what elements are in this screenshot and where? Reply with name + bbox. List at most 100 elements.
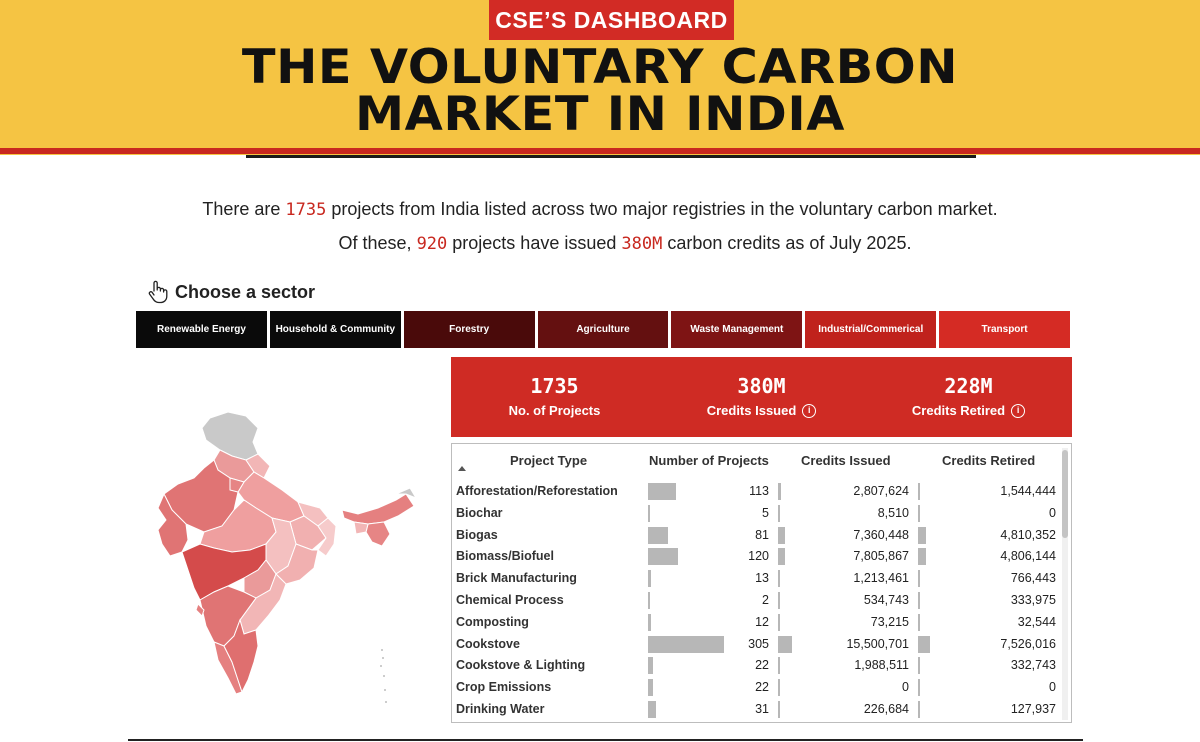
hand-pointer-icon — [148, 280, 168, 304]
credits-issued-cell: 7,360,448 — [853, 527, 909, 542]
column-header-project-type[interactable]: Project Type — [510, 453, 588, 468]
table-body: Afforestation/Reforestation 113 2,807,624 1… — [452, 481, 1071, 721]
intro-project-count: 1735 — [285, 200, 327, 220]
projects-bar — [648, 635, 724, 653]
sector-button-waste-management[interactable]: Waste Management — [671, 311, 803, 348]
project-type-cell: Brick Manufacturing — [456, 571, 577, 586]
intro-text: projects from India — [326, 199, 480, 219]
projects-bar — [648, 548, 678, 566]
table-scrollbar[interactable] — [1062, 448, 1068, 720]
header-divider — [0, 148, 1200, 154]
map-region[interactable] — [353, 521, 369, 535]
map-region[interactable] — [275, 543, 319, 585]
credits-retired-bar — [918, 613, 920, 631]
projects-bar — [648, 526, 668, 544]
sector-button-industrial-commercial[interactable]: Industrial/Commerical — [805, 311, 937, 348]
kpi-credits-issued: 380M Credits Issued i — [658, 357, 865, 437]
table-row[interactable]: Afforestation/Reforestation 113 2,807,624 1… — [452, 481, 1071, 503]
column-header-credits-retired[interactable]: Credits Retired — [942, 453, 1036, 468]
project-type-cell: Afforestation/Reforestation — [456, 484, 618, 498]
map-region[interactable] — [158, 492, 189, 557]
credits-retired-bar — [918, 504, 920, 522]
info-icon[interactable]: i — [802, 403, 817, 418]
scrollbar-thumb[interactable] — [1062, 450, 1068, 538]
sector-button-renewable-energy[interactable]: Renewable Energy — [136, 311, 267, 348]
column-header-number-of-projects[interactable]: Number of Projects — [649, 453, 769, 468]
projects-bar — [648, 613, 651, 631]
sector-button-forestry[interactable]: Forestry — [403, 311, 535, 348]
project-type-cell: Composting — [456, 614, 529, 629]
sector-button-label: Renewable Energy — [156, 324, 246, 335]
projects-bar — [648, 700, 656, 718]
sector-button-transport[interactable]: Transport — [939, 311, 1071, 348]
project-type-cell: Cookstove — [456, 636, 520, 651]
credits-retired-bar — [918, 591, 920, 609]
map-island — [384, 689, 386, 691]
table-row[interactable]: Cookstove 305 15,500,701 7,526,016 — [452, 634, 1071, 656]
projects-bar — [648, 570, 651, 588]
table-row[interactable]: Cookstove & Lighting 22 1,988,511 332,743 — [452, 655, 1071, 677]
kpi-value: 1735 — [530, 374, 579, 398]
table-row[interactable]: Drinking Water 31 226,684 127,937 — [452, 699, 1071, 721]
credits-issued-cell: 2,807,624 — [853, 484, 909, 498]
map-region[interactable] — [317, 517, 337, 557]
map-region[interactable] — [395, 487, 418, 500]
table-row[interactable]: Biochar 5 8,510 0 — [452, 503, 1071, 525]
intro-text: Of these, — [338, 233, 417, 253]
kpi-value: 228M — [944, 374, 993, 398]
table-row[interactable]: Biogas 81 7,360,448 4,810,352 — [452, 525, 1071, 547]
sector-button-agriculture[interactable]: Agriculture — [537, 311, 669, 348]
projects-cell: 31 — [755, 701, 769, 716]
kpi-label: Credits Issued — [706, 403, 797, 418]
table-row[interactable]: Composting 12 73,215 32,544 — [452, 612, 1071, 634]
map-region[interactable] — [195, 603, 205, 617]
info-icon[interactable]: i — [1011, 403, 1026, 418]
choose-sector-label: Choose a sector — [175, 281, 316, 302]
projects-cell: 305 — [748, 636, 769, 651]
credits-issued-bar — [778, 570, 780, 588]
credits-retired-cell: 127,937 — [1010, 701, 1056, 716]
column-header-credits-issued[interactable]: Credits Issued — [801, 453, 891, 468]
footer-divider — [128, 739, 1083, 741]
kpi-label-row: Credits Retired i — [865, 403, 1072, 418]
kpi-value: 380M — [737, 374, 786, 398]
credits-issued-cell: 8,510 — [877, 505, 909, 520]
credits-retired-bar — [918, 700, 920, 718]
projects-bar — [648, 657, 653, 675]
credits-issued-bar — [778, 635, 792, 653]
intro-credits-count: 380M — [621, 234, 663, 254]
sector-button-label: Forestry — [449, 324, 490, 335]
credits-issued-cell: 226,684 — [863, 701, 909, 716]
intro-issued-project-count: 920 — [416, 234, 448, 254]
credits-retired-cell: 766,443 — [1010, 571, 1056, 586]
sort-ascending-icon[interactable] — [458, 466, 466, 471]
intro-line-2: Of these, 920 projects have issued 380M … — [0, 233, 1200, 254]
projects-cell: 81 — [755, 527, 769, 542]
table-row[interactable]: Brick Manufacturing 13 1,213,461 766,443 — [452, 568, 1071, 590]
map-region[interactable] — [341, 493, 415, 525]
sector-selector: Renewable Energy Household & Community F… — [136, 311, 1071, 348]
credits-issued-bar — [778, 483, 781, 500]
kpi-label-row: No. of Projects — [451, 403, 658, 418]
project-type-table[interactable]: Project Type Number of Projects Credits … — [451, 443, 1072, 723]
intro-line-1: There are 1735 projects from India liste… — [0, 199, 1200, 220]
credits-issued-bar — [778, 613, 780, 631]
map-region[interactable] — [245, 453, 271, 479]
table-row[interactable]: Biomass/Biofuel 120 7,805,867 4,806,144 — [452, 546, 1071, 568]
sector-button-household-community[interactable]: Household & Community — [269, 311, 401, 348]
kpi-summary-bar: 1735 No. of Projects 380M Credits Issued… — [451, 357, 1072, 437]
projects-cell: 12 — [755, 614, 769, 629]
india-map[interactable] — [158, 410, 428, 710]
projects-cell: 113 — [749, 484, 769, 498]
table-row[interactable]: Crop Emissions 22 0 0 — [452, 677, 1071, 699]
table-header: Project Type Number of Projects Credits … — [452, 444, 1071, 482]
projects-cell: 22 — [755, 658, 769, 673]
table-row[interactable]: Chemical Process 2 534,743 333,975 — [452, 590, 1071, 612]
map-region[interactable] — [365, 521, 391, 547]
map-island — [382, 657, 384, 659]
map-region[interactable] — [229, 477, 245, 493]
credits-retired-cell: 0 — [1049, 505, 1056, 520]
map-region[interactable] — [201, 411, 259, 461]
map-region[interactable] — [223, 618, 259, 694]
credits-retired-cell: 7,526,016 — [1000, 636, 1056, 651]
